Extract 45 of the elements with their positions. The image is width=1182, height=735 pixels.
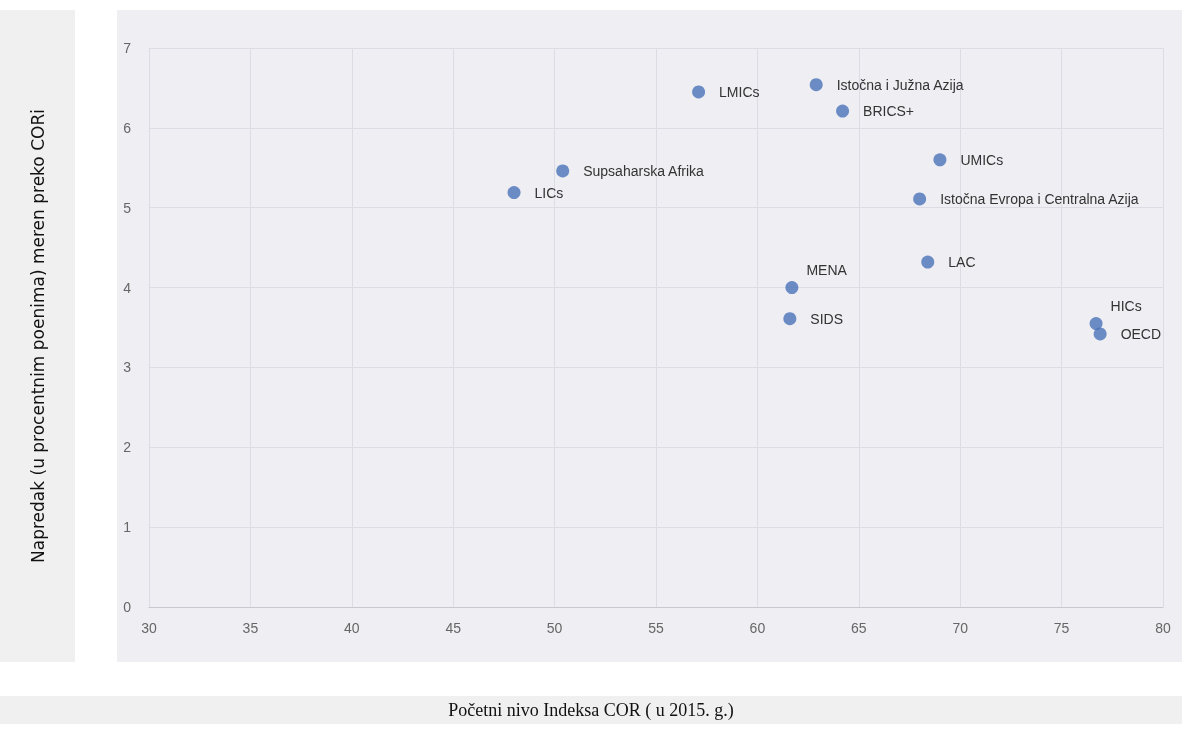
- annotation: MENA: [806, 261, 848, 278]
- x-tick-label: 75: [1053, 620, 1070, 636]
- annotation: HICs: [1110, 297, 1142, 314]
- x-tick-label: 65: [851, 620, 867, 636]
- y-axis-title: Napredak (u procentnim poenima) meren preko CORi: [27, 109, 48, 563]
- x-tick-label: 50: [546, 620, 563, 636]
- point: [1093, 327, 1107, 341]
- y-tick-label: 2: [123, 439, 132, 456]
- annotation: LAC: [948, 254, 976, 271]
- x-tick-label: 60: [749, 620, 766, 636]
- point: [933, 153, 947, 167]
- x-tick-label: 70: [952, 620, 969, 636]
- x-tick-label: 80: [1155, 620, 1171, 636]
- annotation: SIDS: [810, 310, 844, 327]
- y-tick-label: 0: [123, 599, 132, 615]
- y-tick-label: 3: [123, 359, 132, 376]
- annotation: BRICS+: [863, 103, 915, 120]
- x-tick-label: 35: [242, 620, 259, 636]
- annotation: Istočna i Južna Azija: [836, 76, 964, 93]
- point: [836, 104, 850, 118]
- y-tick-label: 6: [123, 119, 132, 136]
- point: [921, 255, 935, 269]
- point: [913, 192, 927, 206]
- x-tick-label: 30: [141, 620, 157, 636]
- y-tick-label: 5: [123, 199, 132, 216]
- point: [507, 186, 521, 200]
- y-tick-label: 1: [123, 519, 132, 536]
- annotation: LMICs: [719, 83, 760, 100]
- point: [1089, 317, 1103, 330]
- annotation: Istočna Evropa i Centralna Azija: [940, 190, 1139, 207]
- x-tick-label: 45: [445, 620, 462, 636]
- annotation: Supsaharska Afrika: [583, 162, 705, 179]
- y-tick-label: 7: [123, 40, 132, 56]
- point: [809, 78, 823, 92]
- annotation: OECD: [1120, 325, 1162, 342]
- point: [783, 312, 797, 326]
- annotation: UMICs: [960, 151, 1004, 168]
- point: [785, 281, 799, 295]
- point: [556, 164, 570, 178]
- x-axis-title: Početni nivo Indeksa COR ( u 2015. g.): [0, 696, 1182, 724]
- point: [692, 85, 706, 99]
- y-tick-label: 4: [123, 279, 132, 296]
- annotation: LICs: [534, 184, 564, 201]
- x-tick-label: 40: [344, 620, 360, 636]
- x-tick-label: 55: [648, 620, 664, 636]
